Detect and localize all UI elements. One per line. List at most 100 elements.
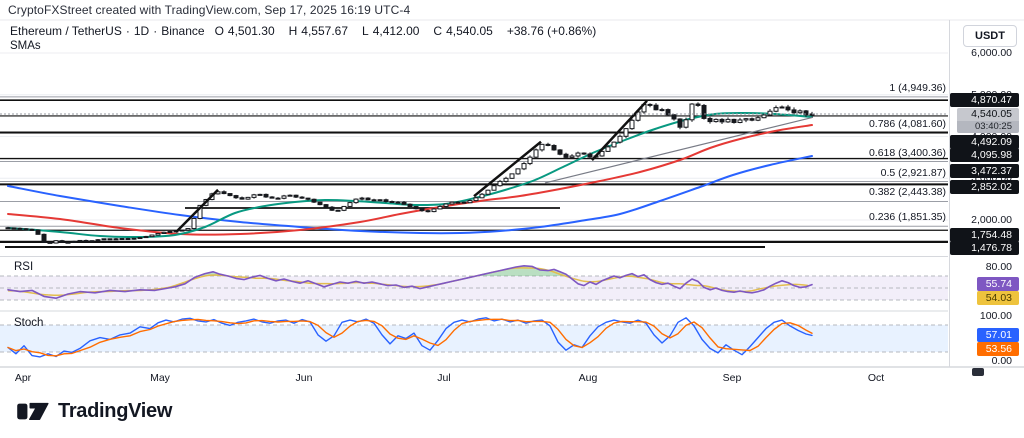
time-axis-month-label: Jul xyxy=(437,372,451,384)
candle-body xyxy=(257,193,263,196)
candle-body xyxy=(767,110,773,116)
rsi-line xyxy=(7,264,813,300)
stoch-d-line xyxy=(7,318,813,357)
candle-body xyxy=(413,206,419,210)
candle-body xyxy=(725,118,731,123)
candle-body xyxy=(653,104,659,111)
sma-mid xyxy=(7,124,813,236)
candle-body xyxy=(431,208,437,213)
fib-level-label: 0.618 (3,400.36) xyxy=(868,146,946,159)
candle-body xyxy=(221,191,227,195)
candle-body xyxy=(35,229,41,235)
candle-body xyxy=(743,118,749,121)
rsi-value-badge: 55.74 xyxy=(976,277,1019,291)
time-axis-month-label: Aug xyxy=(578,372,598,384)
candle-body xyxy=(503,177,509,182)
tradingview-logo-icon xyxy=(17,402,49,421)
fib-level-label: 0.786 (4,081.60) xyxy=(868,118,946,131)
candle-body xyxy=(227,193,233,197)
fib-level-label: 0.236 (1,851.35) xyxy=(868,211,946,224)
candle-body xyxy=(239,197,245,200)
candle-body xyxy=(65,241,71,244)
candle-body xyxy=(149,234,155,238)
candle-body xyxy=(695,103,701,106)
candle-body xyxy=(95,239,101,242)
candle-body xyxy=(665,109,671,116)
candle-body xyxy=(383,199,389,202)
sma-slow xyxy=(7,155,813,235)
candle-body xyxy=(437,205,443,210)
candle-body xyxy=(305,197,311,200)
candle-body xyxy=(401,201,407,205)
ohlc-close: C 4,540.05 xyxy=(433,24,493,38)
candle-body xyxy=(629,119,635,130)
candle-body xyxy=(23,228,29,231)
candle-body xyxy=(281,195,287,199)
candle-body xyxy=(659,109,665,112)
candle-body xyxy=(557,149,563,155)
candle-body xyxy=(5,227,11,230)
candle-body xyxy=(425,210,431,213)
stoch-value-badge: 53.56 xyxy=(976,342,1019,356)
candle-body xyxy=(83,239,89,242)
candle-body xyxy=(119,238,125,241)
candle-body xyxy=(515,168,521,175)
fib-level-label: 0.382 (2,443.38) xyxy=(868,186,946,199)
candle-body xyxy=(737,119,743,124)
candle-body xyxy=(611,141,617,148)
candle-body xyxy=(47,241,53,244)
candle-body xyxy=(545,143,551,146)
candle-body xyxy=(197,204,203,219)
candle-body xyxy=(623,128,629,137)
candle-body xyxy=(299,196,305,199)
rsi-value-badge: 54.03 xyxy=(976,291,1019,305)
candle-body xyxy=(179,229,185,232)
stoch-k-line xyxy=(7,317,813,358)
candle-body xyxy=(137,237,143,240)
time-axis-month-label: Oct xyxy=(867,372,885,384)
smas-legend: SMAs xyxy=(10,40,41,52)
stoch-pane-label: Stoch xyxy=(14,317,44,329)
candle-body xyxy=(569,155,575,158)
trendline xyxy=(544,116,814,184)
tradingview-logo[interactable]: TradingView xyxy=(16,398,172,424)
price-scale-label: 2,000.00 xyxy=(971,214,1012,226)
stoch-axis-100: 100.00 xyxy=(979,310,1012,322)
candle-body xyxy=(191,217,197,230)
tradingview-logo-text: TradingView xyxy=(58,399,173,422)
candle-body xyxy=(521,163,527,170)
candle-body xyxy=(449,201,455,205)
candle-body xyxy=(647,103,653,106)
candle-body xyxy=(395,201,401,204)
current-price-badge: 4,540.05 03:40:25 xyxy=(957,108,1019,133)
candle-body xyxy=(293,194,299,198)
candle-body xyxy=(185,228,191,231)
candle-body xyxy=(77,239,83,242)
rsi-band xyxy=(0,276,948,300)
candle-body xyxy=(389,200,395,203)
candle-body xyxy=(275,197,281,200)
candle-body xyxy=(605,146,611,152)
candle-body xyxy=(491,185,497,191)
candle-body xyxy=(551,144,557,151)
ohlc-high: H 4,557.67 xyxy=(288,24,349,38)
symbol-legend: Ethereum / TetherUS · 1D · Binance O 4,501.30 H… xyxy=(10,24,600,38)
time-axis-month-label: May xyxy=(150,372,170,384)
candle-body xyxy=(167,230,173,233)
legend-separator: · xyxy=(153,24,158,38)
currency-button[interactable]: USDT xyxy=(963,25,1017,47)
candle-body xyxy=(671,114,677,120)
scroll-to-realtime-button[interactable] xyxy=(972,368,984,376)
ohlc-open: O 4,501.30 xyxy=(214,24,275,38)
candle-body xyxy=(251,194,257,198)
price-level-badge: 4,095.98 xyxy=(950,148,1019,162)
candle-body xyxy=(539,143,545,151)
candle-body xyxy=(479,193,485,199)
symbol-pair: Ethereum / TetherUS xyxy=(10,24,122,38)
candle-body xyxy=(317,201,323,206)
candle-body xyxy=(347,202,353,207)
candle-body xyxy=(509,173,515,179)
candle-body xyxy=(17,227,23,230)
rsi-overbought-fill xyxy=(8,265,812,276)
